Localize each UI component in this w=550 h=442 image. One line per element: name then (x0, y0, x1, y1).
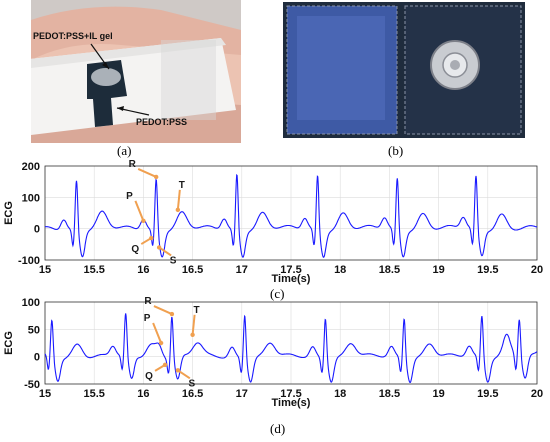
annotation-arrow (134, 200, 145, 222)
caption-b: (b) (388, 143, 404, 158)
annotation-arrow (137, 168, 157, 178)
annotation-arrowhead (162, 362, 168, 368)
y-tick-label: -50 (24, 379, 40, 391)
x-tick-label: 18 (334, 388, 346, 400)
annotation-label-q: Q (131, 244, 139, 255)
x-tick-label: 20 (531, 264, 543, 276)
x-tick-label: 15.5 (83, 388, 104, 400)
x-tick-label: 15.5 (83, 264, 104, 276)
annotation-arrowhead (149, 235, 154, 241)
y-tick-label: -100 (18, 255, 40, 267)
x-axis-label: Time(s) (272, 273, 311, 285)
caption-a: (a) (117, 143, 132, 158)
annotation-arrowhead (190, 332, 195, 337)
caption-c: (c) (270, 286, 285, 301)
annotation-arrowhead (158, 340, 164, 346)
annotation-arrow (191, 314, 196, 335)
plot-frame (44, 301, 538, 385)
photo-a-illustration: PEDOT:PSS+IL gel PEDOT:PSS (31, 0, 241, 143)
x-tick-label: 18.5 (379, 264, 400, 276)
photo-textile-electrodes (283, 2, 525, 138)
ecg-chart-c: 15 15.5 16 16.5 17 17.5 18 18.5 19 19.5 20 -100 0 100… (3, 159, 543, 285)
annotation-arrow (177, 369, 191, 380)
x-tick-label: 16.5 (182, 264, 203, 276)
x-axis-label: Time(s) (272, 397, 311, 409)
annotation-label-s: S (189, 378, 196, 389)
annotation-label-p: P (144, 313, 151, 324)
x-tick-label: 17 (236, 388, 248, 400)
annotation-arrowhead (169, 311, 175, 317)
y-tick-label: 0 (34, 224, 40, 236)
x-tick-label: 19 (432, 264, 444, 276)
x-tick-label: 16 (137, 388, 149, 400)
x-tick-label: 19 (432, 388, 444, 400)
annotation-label-r: R (129, 159, 137, 170)
ecg-trace (45, 173, 538, 258)
y-axis-label: ECG (3, 331, 15, 355)
x-tick-label: 16.5 (182, 388, 203, 400)
photo-electrode-on-hand: PEDOT:PSS+IL gel PEDOT:PSS (31, 0, 241, 143)
annotation-arrowhead (175, 207, 181, 213)
annotation-arrowhead (175, 368, 181, 373)
annotation-label-t: T (194, 305, 200, 316)
x-tick-label: 17.5 (280, 388, 301, 400)
x-tick-label: 17.5 (280, 264, 301, 276)
photo-b-illustration (283, 2, 525, 138)
annotation-label-s: S (170, 255, 177, 266)
annotation-arrow (176, 189, 181, 210)
ecg-trace (44, 313, 538, 383)
x-tick-label: 15 (39, 264, 51, 276)
x-tick-label: 19.5 (477, 264, 498, 276)
x-tick-label: 18.5 (379, 388, 400, 400)
x-tick-label: 15 (39, 388, 51, 400)
label-pedot-gel: PEDOT:PSS+IL gel (33, 31, 113, 41)
annotation-arrowhead (153, 174, 159, 180)
x-tick-label: 16 (137, 264, 149, 276)
caption-d: (d) (270, 421, 286, 436)
annotation-arrowhead (141, 218, 146, 224)
x-tick-label: 19.5 (477, 388, 498, 400)
annotation-label-r: R (144, 296, 152, 307)
y-axis-label: ECG (3, 201, 15, 225)
y-tick-label: 100 (22, 297, 40, 309)
y-tick-label: 100 (22, 192, 40, 204)
annotation-arrow (153, 305, 173, 315)
annotation-arrowhead (156, 245, 162, 250)
annotation-label-p: P (126, 191, 133, 202)
annotation-arrow (152, 322, 163, 344)
ecg-chart-d: 15 15.5 16 16.5 17 17.5 18 18.5 19 19.5 20 -50 0 50 10… (3, 296, 543, 409)
annotation-label-q: Q (145, 371, 153, 382)
x-tick-label: 17 (236, 264, 248, 276)
y-tick-label: 50 (28, 324, 40, 336)
x-tick-label: 20 (531, 388, 543, 400)
annotation-label-t: T (179, 180, 185, 191)
x-tick-label: 18 (334, 264, 346, 276)
y-tick-label: 200 (22, 161, 40, 173)
plot-frame (44, 165, 538, 261)
annotation-arrow (158, 246, 172, 257)
label-pedot-pss: PEDOT:PSS (136, 117, 187, 127)
y-tick-label: 0 (34, 352, 40, 364)
